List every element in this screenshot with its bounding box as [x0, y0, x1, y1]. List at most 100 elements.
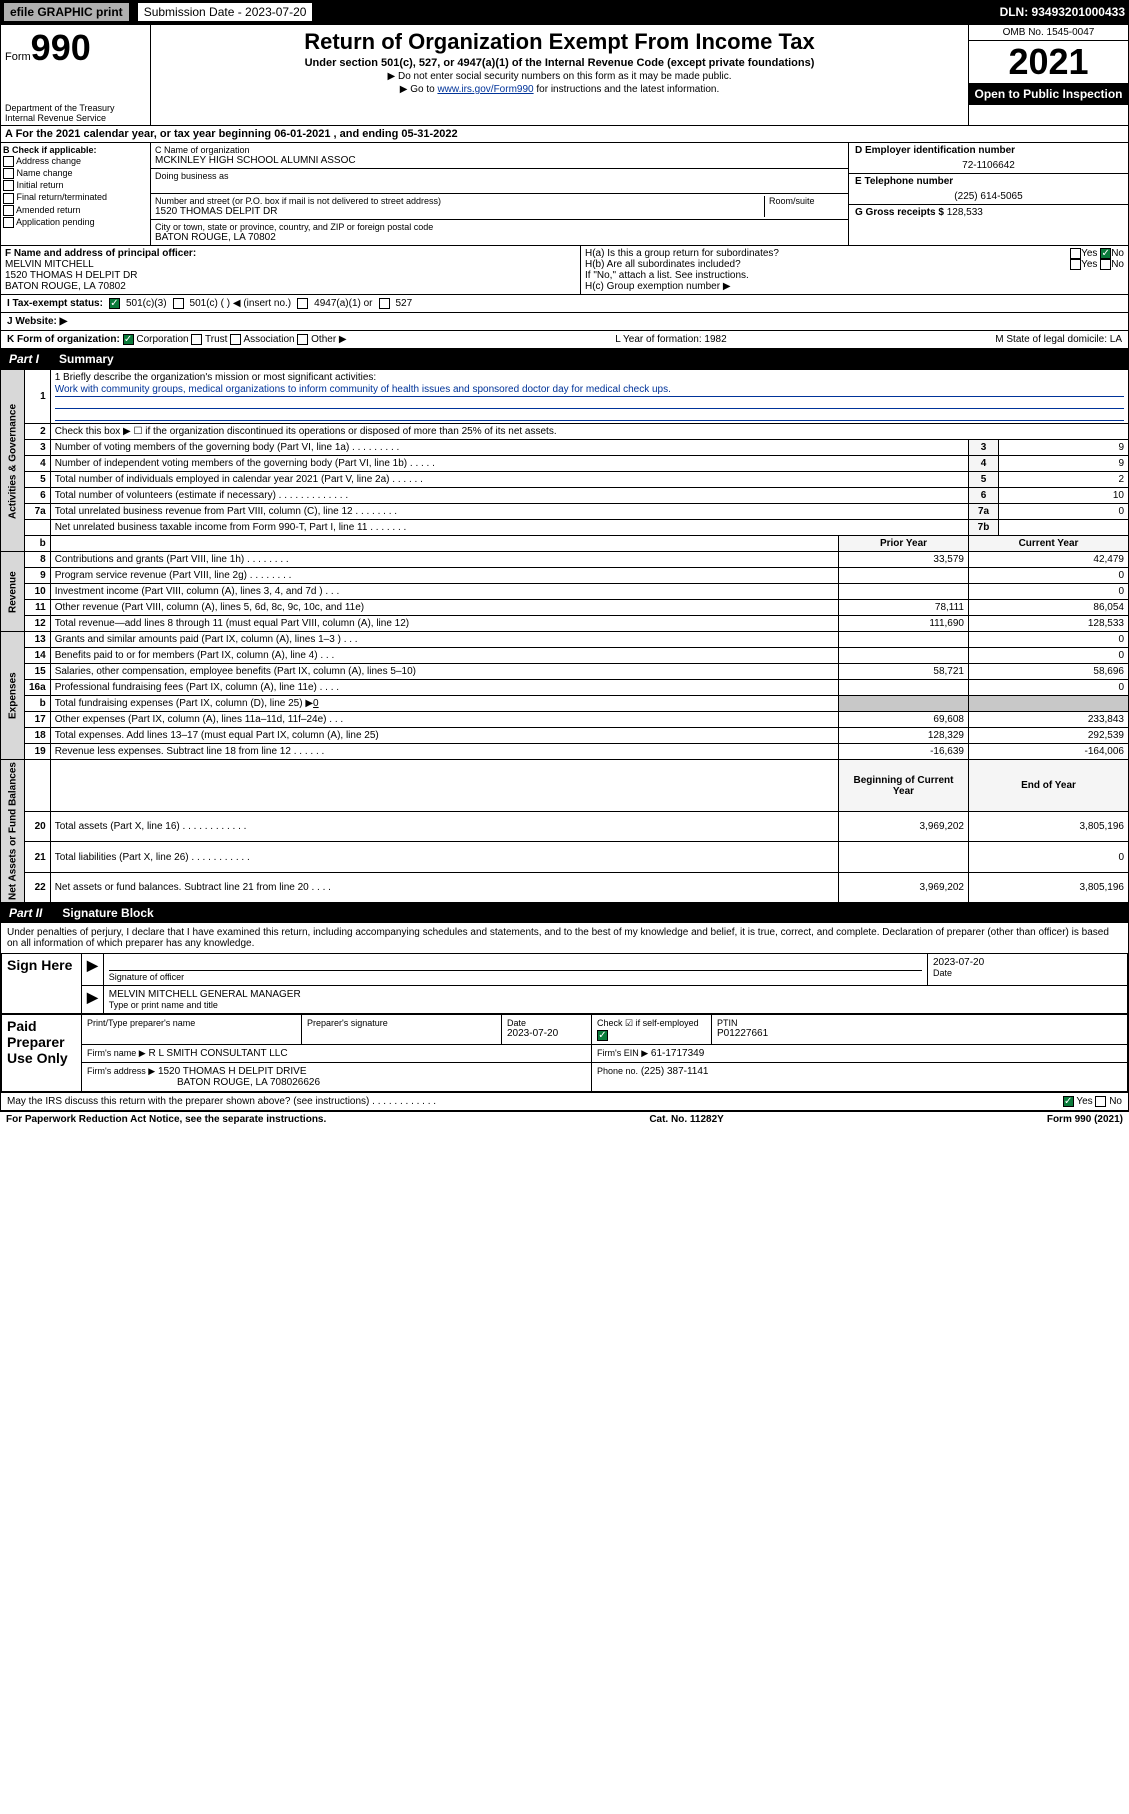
org-name: MCKINLEY HIGH SCHOOL ALUMNI ASSOC [155, 155, 844, 166]
website-label: J Website: ▶ [7, 316, 67, 327]
line5: Total number of individuals employed in … [50, 472, 968, 488]
end-hdr: End of Year [969, 760, 1129, 811]
discuss-yes[interactable] [1063, 1096, 1074, 1107]
chk-pending[interactable] [3, 217, 14, 228]
discuss-row: May the IRS discuss this return with the… [1, 1092, 1128, 1110]
line18: Total expenses. Add lines 13–17 (must eq… [50, 728, 838, 744]
hc-label: H(c) Group exemption number ▶ [585, 281, 1124, 292]
chk-4947[interactable] [297, 298, 308, 309]
summary-table: Activities & Governance 1 1 Briefly desc… [0, 369, 1129, 903]
officer-addr1: 1520 THOMAS H DELPIT DR [5, 270, 576, 281]
chk-trust[interactable] [191, 334, 202, 345]
entity-name-address: C Name of organization MCKINLEY HIGH SCH… [151, 143, 848, 245]
chk-final[interactable] [3, 193, 14, 204]
sig-date: 2023-07-20 [933, 957, 1122, 968]
officer-label: F Name and address of principal officer: [5, 248, 576, 259]
chk-address[interactable] [3, 156, 14, 167]
p8: 33,579 [839, 552, 969, 568]
sig-date-label: Date [933, 968, 1122, 978]
ptin-label: PTIN [717, 1018, 1122, 1028]
ptin: P01227661 [717, 1028, 1122, 1039]
discuss-no[interactable] [1095, 1096, 1106, 1107]
dba-label: Doing business as [155, 171, 844, 181]
signature-block: Under penalties of perjury, I declare th… [0, 923, 1129, 1110]
street-label: Number and street (or P.O. box if mail i… [155, 196, 764, 206]
hb-yes[interactable] [1070, 259, 1081, 270]
ha-yes[interactable] [1070, 248, 1081, 259]
status-label: I Tax-exempt status: [7, 298, 103, 309]
mission-label: 1 Briefly describe the organization's mi… [55, 372, 1124, 383]
check-if-applicable: B Check if applicable: Address change Na… [1, 143, 151, 245]
officer-name: MELVIN MITCHELL [5, 259, 576, 270]
header-title-block: Return of Organization Exempt From Incom… [151, 25, 968, 125]
line15: Salaries, other compensation, employee b… [50, 664, 838, 680]
check-b-label: B Check if applicable: [3, 145, 148, 155]
chk-amended[interactable] [3, 205, 14, 216]
line16a: Professional fundraising fees (Part IX, … [50, 680, 838, 696]
irs-link[interactable]: www.irs.gov/Form990 [437, 84, 533, 95]
discuss-text: May the IRS discuss this return with the… [7, 1096, 436, 1107]
firm-ein: 61-1717349 [651, 1048, 704, 1059]
form-subtitle: Under section 501(c), 527, or 4947(a)(1)… [155, 57, 964, 69]
tax-exempt-status: I Tax-exempt status: 501(c)(3) 501(c) ( … [0, 295, 1129, 313]
part2-title: Signature Block [62, 906, 153, 920]
sign-here-table: Sign Here ▶ Signature of officer 2023-07… [1, 953, 1128, 1014]
firm-name: R L SMITH CONSULTANT LLC [148, 1048, 287, 1059]
chk-self-emp[interactable] [597, 1030, 608, 1041]
line7b: Net unrelated business taxable income fr… [50, 520, 968, 536]
line14: Benefits paid to or for members (Part IX… [50, 648, 838, 664]
group-return-block: H(a) Is this a group return for subordin… [581, 246, 1128, 294]
form-of-org-row: K Form of organization: Corporation Trus… [0, 331, 1129, 349]
declaration: Under penalties of perjury, I declare th… [1, 923, 1128, 953]
line7a: Total unrelated business revenue from Pa… [50, 504, 968, 520]
line8: Contributions and grants (Part VIII, lin… [50, 552, 838, 568]
line2: Check this box ▶ ☐ if the organization d… [50, 424, 1128, 440]
form-number: 990 [31, 27, 91, 68]
side-governance: Activities & Governance [1, 370, 25, 552]
principal-officer: F Name and address of principal officer:… [1, 246, 581, 294]
chk-name[interactable] [3, 168, 14, 179]
side-expenses: Expenses [1, 632, 25, 760]
sig-officer-label: Signature of officer [109, 972, 922, 982]
name-title-label: Type or print name and title [109, 1000, 1122, 1010]
k-label: K Form of organization: [7, 334, 120, 345]
part1-label: Part I [9, 352, 39, 366]
line9: Program service revenue (Part VIII, line… [50, 568, 838, 584]
instructions-note: ▶ Go to www.irs.gov/Form990 for instruct… [155, 84, 964, 95]
firm-addr1: 1520 THOMAS H DELPIT DRIVE [158, 1066, 307, 1077]
chk-corp[interactable] [123, 334, 134, 345]
chk-501c[interactable] [173, 298, 184, 309]
line10: Investment income (Part VIII, column (A)… [50, 584, 838, 600]
hb-no[interactable] [1100, 259, 1111, 270]
chk-501c3[interactable] [109, 298, 120, 309]
room-label: Room/suite [769, 196, 844, 206]
val3: 9 [999, 440, 1129, 456]
paid-preparer: Paid Preparer Use Only [2, 1015, 82, 1091]
firm-addr2: BATON ROUGE, LA 708026626 [177, 1077, 586, 1088]
form-id-block: Form990 Department of the Treasury Inter… [1, 25, 151, 125]
year-formation: L Year of formation: 1982 [615, 334, 726, 345]
gross-label: G Gross receipts $ [855, 207, 944, 218]
efile-badge[interactable]: efile GRAPHIC print [4, 3, 129, 21]
gross-receipts: 128,533 [947, 207, 983, 218]
dept-treasury: Department of the Treasury [5, 103, 146, 113]
hb-label: H(b) Are all subordinates included? [585, 259, 741, 270]
chk-other[interactable] [297, 334, 308, 345]
prep-date-label: Date [507, 1018, 586, 1028]
ein: 72-1106642 [855, 160, 1122, 171]
city: BATON ROUGE, LA 70802 [155, 232, 844, 243]
curr-hdr: Current Year [969, 536, 1129, 552]
ha-no[interactable] [1100, 248, 1111, 259]
side-revenue: Revenue [1, 552, 25, 632]
chk-527[interactable] [379, 298, 390, 309]
arrow-icon: ▶ [87, 957, 98, 973]
ha-label: H(a) Is this a group return for subordin… [585, 248, 779, 259]
chk-initial[interactable] [3, 180, 14, 191]
chk-assoc[interactable] [230, 334, 241, 345]
line3: Number of voting members of the governin… [50, 440, 968, 456]
form-word: Form [5, 51, 31, 63]
line21: Total liabilities (Part X, line 26) . . … [50, 842, 838, 873]
officer-group-row: F Name and address of principal officer:… [0, 246, 1129, 295]
header-right-block: OMB No. 1545-0047 2021 Open to Public In… [968, 25, 1128, 125]
phone-label: E Telephone number [855, 176, 1122, 187]
